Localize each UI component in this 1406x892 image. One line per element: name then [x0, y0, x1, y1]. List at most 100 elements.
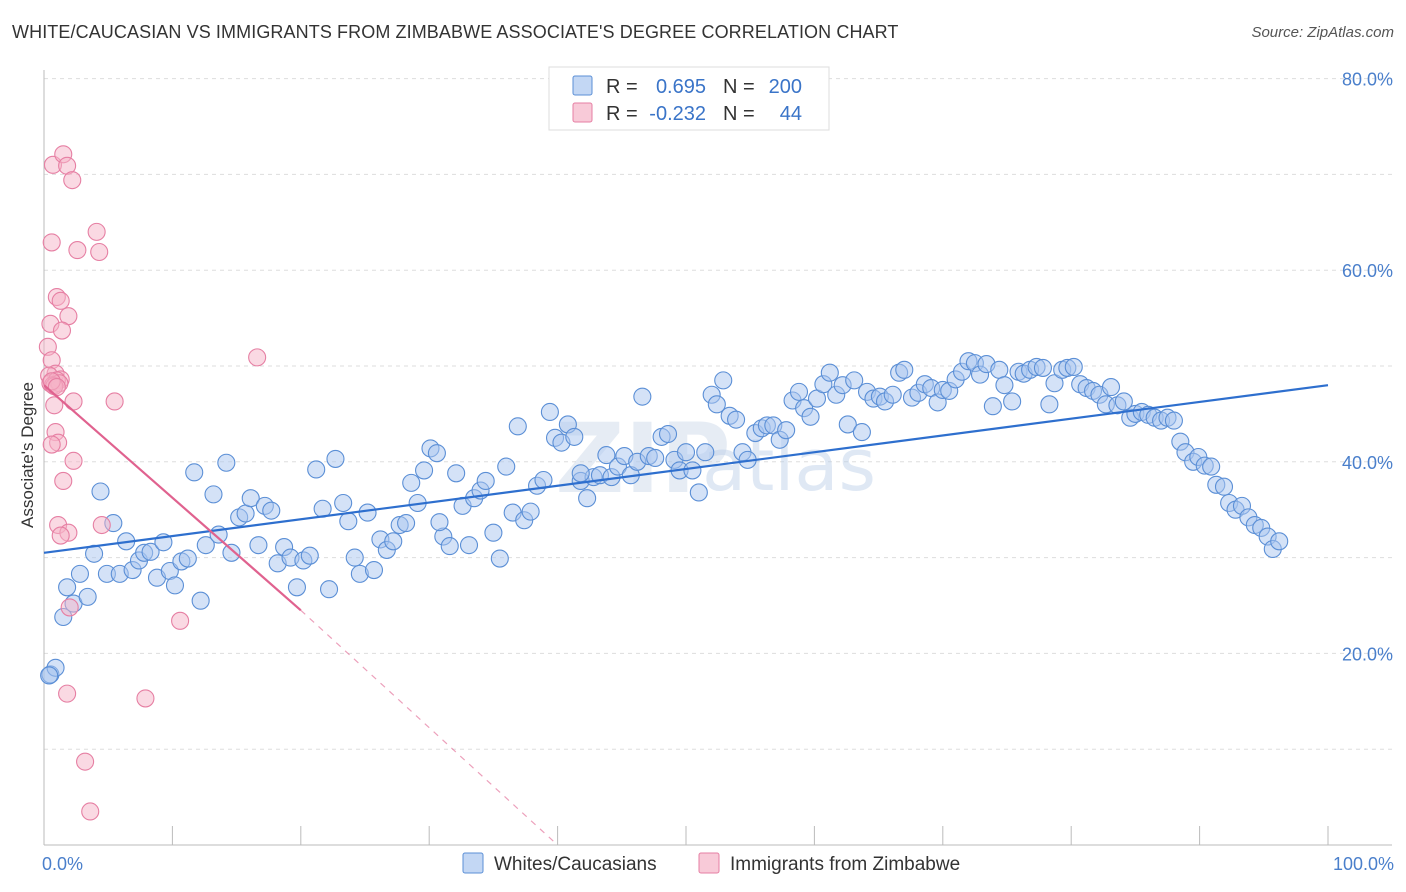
whites-point-109 — [727, 410, 746, 429]
y-tick-label-60: 60.0% — [1342, 261, 1393, 281]
whites-point-69 — [476, 471, 495, 491]
whites-point-31 — [236, 504, 255, 523]
x-tick-label-min: 0.0% — [42, 854, 83, 874]
whites-point-196 — [1270, 532, 1289, 551]
whites-point-152 — [995, 376, 1014, 395]
whites-point-63 — [440, 537, 459, 556]
whites-point-106 — [707, 395, 726, 414]
zimbabwe-point-39 — [171, 611, 190, 630]
whites-point-8 — [91, 482, 110, 501]
y-tick-label-20: 20.0% — [1342, 644, 1393, 664]
whites-point-160 — [1045, 374, 1064, 393]
zimbabwe-point-32 — [64, 451, 83, 470]
trendline-zimbabwe-extension — [300, 609, 559, 846]
zimbabwe-point-12 — [52, 321, 72, 340]
whites-point-197 — [40, 666, 59, 685]
chart-source: Source: ZipAtlas.com — [1251, 24, 1394, 41]
whites-point-169 — [1101, 378, 1121, 397]
x-ticks — [171, 826, 1329, 845]
whites-point-179 — [1164, 411, 1183, 430]
zimbabwe-point-9 — [51, 291, 70, 310]
zimbabwe-point-5 — [68, 241, 87, 260]
whites-point-3 — [58, 578, 77, 597]
whites-point-198 — [430, 513, 449, 532]
chart-title: WHITE/CAUCASIAN VS IMMIGRANTS FROM ZIMBA… — [12, 22, 899, 42]
whites-point-150 — [983, 397, 1002, 416]
whites-point-33 — [249, 536, 268, 555]
whites-point-32 — [241, 489, 260, 508]
whites-point-129 — [852, 423, 871, 442]
whites-point-22 — [178, 549, 197, 568]
whites-point-101 — [676, 443, 696, 462]
whites-point-163 — [1064, 357, 1083, 377]
whites-point-124 — [820, 363, 839, 382]
zimbabwe-point-26 — [64, 392, 83, 411]
legend-r-label-1: R = — [606, 103, 638, 125]
whites-point-158 — [1033, 358, 1053, 377]
whites-point-28 — [217, 453, 236, 472]
zimbabwe-point-15 — [248, 348, 267, 367]
zimbabwe-point-38 — [60, 598, 79, 617]
zimbabwe-point-33 — [54, 471, 73, 491]
whites-point-102 — [683, 461, 702, 480]
whites-point-79 — [540, 402, 559, 422]
y-tick-label-40: 40.0% — [1342, 453, 1393, 473]
whites-point-46 — [334, 493, 353, 513]
whites-point-187 — [1214, 477, 1234, 496]
whites-point-25 — [196, 536, 215, 555]
whites-point-121 — [801, 407, 820, 426]
gridlines — [44, 78, 1392, 750]
legend-n-value-0: 200 — [769, 76, 802, 98]
whites-point-44 — [319, 580, 339, 599]
legend-n-value-1: 44 — [780, 103, 802, 125]
whites-point-51 — [364, 561, 384, 580]
whites-point-98 — [658, 424, 678, 444]
whites-point-107 — [714, 371, 733, 390]
series-whites-points — [40, 352, 1289, 685]
whites-point-54 — [384, 532, 403, 551]
whites-point-103 — [689, 483, 708, 502]
axes — [43, 70, 1392, 846]
series-zimbabwe-points — [38, 145, 267, 821]
whites-point-128 — [845, 371, 864, 390]
whites-point-153 — [1003, 392, 1022, 411]
whites-point-88 — [597, 446, 616, 465]
whites-point-127 — [838, 415, 857, 434]
y-tick-labels: 20.0% 40.0% 60.0% 80.0% — [1342, 70, 1393, 665]
whites-point-24 — [191, 591, 210, 610]
whites-point-83 — [565, 427, 584, 446]
whites-point-42 — [307, 460, 326, 479]
trendline-zimbabwe — [43, 384, 302, 612]
whites-point-74 — [508, 417, 527, 436]
whites-point-96 — [646, 448, 665, 468]
whites-point-72 — [497, 457, 516, 476]
zimbabwe-point-28 — [45, 396, 64, 415]
whites-point-35 — [262, 501, 281, 520]
whites-point-70 — [484, 523, 503, 542]
zimbabwe-point-34 — [92, 515, 111, 535]
legend-swatch-blue — [572, 75, 593, 96]
whites-point-117 — [777, 421, 796, 440]
bottom-legend-swatch-zimbabwe — [698, 852, 720, 874]
top-legend: R = 0.695 N = 200 R = -0.232 N = 44 — [548, 66, 830, 131]
y-tick-label-80: 80.0% — [1342, 70, 1393, 90]
whites-point-48 — [345, 548, 364, 567]
whites-point-61 — [427, 444, 446, 463]
whites-point-94 — [633, 387, 652, 406]
whites-point-57 — [402, 473, 421, 492]
whites-point-23 — [185, 463, 204, 482]
zimbabwe-point-25 — [47, 378, 66, 397]
whites-point-136 — [895, 360, 914, 379]
whites-point-47 — [339, 512, 358, 531]
zimbabwe-point-27 — [105, 392, 124, 411]
zimbabwe-point-43 — [81, 802, 100, 821]
whites-point-41 — [300, 546, 319, 565]
zimbabwe-point-41 — [136, 689, 155, 708]
legend-r-label-0: R = — [606, 76, 638, 98]
y-axis-label: Associate's Degree — [18, 382, 37, 528]
whites-point-56 — [397, 514, 416, 533]
whites-point-119 — [789, 382, 809, 401]
whites-point-16 — [141, 542, 160, 561]
whites-point-20 — [165, 576, 185, 595]
